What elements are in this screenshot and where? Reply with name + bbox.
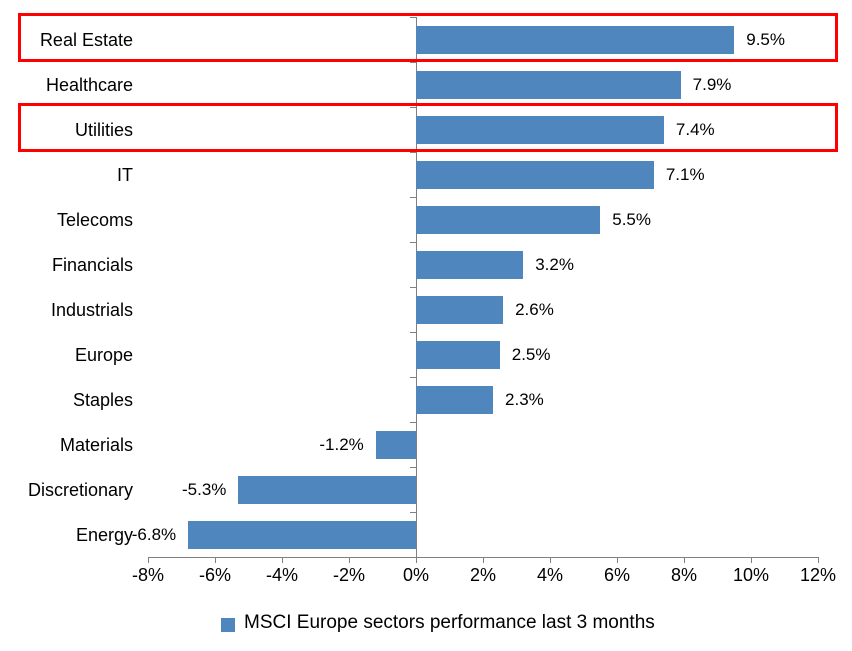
x-axis-tick: [215, 557, 216, 563]
x-axis-tick-label: -6%: [198, 565, 231, 585]
legend: MSCI Europe sectors performance last 3 m…: [221, 612, 655, 634]
x-axis-tick-label: 4%: [536, 565, 563, 585]
legend-series-label: MSCI Europe sectors performance last 3 m…: [244, 612, 655, 633]
y-axis-tick: [410, 242, 416, 243]
x-axis-tick: [416, 557, 417, 563]
x-axis-tick: [483, 557, 484, 563]
value-label-healthcare: 7.9%: [692, 74, 732, 94]
y-axis-tick: [410, 62, 416, 63]
x-axis-tick: [148, 557, 149, 563]
y-axis-tick: [410, 287, 416, 288]
category-label-healthcare: Healthcare: [45, 74, 133, 95]
x-axis-tick: [684, 557, 685, 563]
category-label-materials: Materials: [59, 434, 133, 455]
category-label-staples: Staples: [72, 389, 133, 410]
legend-color-swatch-icon: [221, 617, 235, 632]
value-label-telecoms: 5.5%: [612, 209, 651, 229]
bar-financials: [416, 250, 524, 279]
x-axis-tick-label: 12%: [799, 565, 837, 585]
category-label-discretionary: Discretionary: [27, 479, 133, 500]
x-axis-tick-label: 10%: [732, 565, 770, 585]
value-label-utilities: 7.4%: [675, 119, 715, 139]
x-axis-tick: [751, 557, 752, 563]
x-axis-tick: [818, 557, 819, 563]
value-label-staples: 2.3%: [505, 389, 544, 409]
category-label-utilities: Utilities: [74, 119, 133, 140]
value-label-industrials: 2.6%: [515, 299, 554, 319]
x-axis-tick-label: 8%: [670, 565, 697, 585]
y-axis-tick: [410, 107, 416, 108]
highlight-box-real-estate: [18, 13, 838, 62]
bar-it: [416, 160, 654, 189]
bar-discretionary: [238, 475, 416, 504]
x-axis-tick-label: 6%: [603, 565, 630, 585]
y-axis-tick: [410, 557, 416, 558]
value-label-europe: 2.5%: [511, 344, 551, 364]
bar-industrials: [416, 295, 504, 324]
x-axis-tick-label: 2%: [469, 565, 496, 585]
y-axis-line: [416, 17, 417, 557]
bar-energy: [188, 520, 416, 549]
y-axis-tick: [410, 512, 416, 513]
bar-healthcare: [416, 70, 681, 99]
category-label-industrials: Industrials: [50, 299, 133, 320]
y-axis-tick: [410, 152, 416, 153]
x-axis-tick: [617, 557, 618, 563]
y-axis-tick: [410, 377, 416, 378]
value-label-discretionary: -5.3%: [182, 479, 227, 499]
x-axis-tick-label: -4%: [265, 565, 298, 585]
x-axis-tick: [349, 557, 350, 563]
category-label-telecoms: Telecoms: [56, 209, 133, 230]
category-label-it: IT: [117, 164, 133, 185]
value-label-real-estate: 9.5%: [746, 29, 785, 49]
category-label-energy: Energy: [75, 524, 133, 545]
y-axis-tick: [410, 197, 416, 198]
bar-utilities: [416, 115, 664, 144]
value-label-materials: -1.2%: [319, 434, 364, 454]
category-label-financials: Financials: [51, 254, 133, 275]
x-axis-tick-label: -8%: [131, 565, 164, 585]
category-label-real-estate: Real Estate: [39, 29, 133, 50]
y-axis-tick: [410, 332, 416, 333]
y-axis-tick: [410, 422, 416, 423]
y-axis-tick: [410, 17, 416, 18]
y-axis-tick: [410, 467, 416, 468]
x-axis-tick-label: -2%: [332, 565, 365, 585]
x-axis-tick: [282, 557, 283, 563]
bar-telecoms: [416, 205, 601, 234]
category-label-europe: Europe: [74, 344, 133, 365]
value-label-it: 7.1%: [665, 164, 705, 184]
x-axis-tick: [550, 557, 551, 563]
bar-europe: [416, 340, 500, 369]
value-label-financials: 3.2%: [535, 254, 574, 274]
bar-materials: [375, 430, 416, 459]
x-axis-tick-label: 0%: [402, 565, 429, 585]
highlight-box-utilities: [18, 103, 838, 152]
bar-staples: [416, 385, 494, 414]
value-label-energy: -6.8%: [131, 524, 177, 544]
bar-real-estate: [416, 25, 735, 54]
